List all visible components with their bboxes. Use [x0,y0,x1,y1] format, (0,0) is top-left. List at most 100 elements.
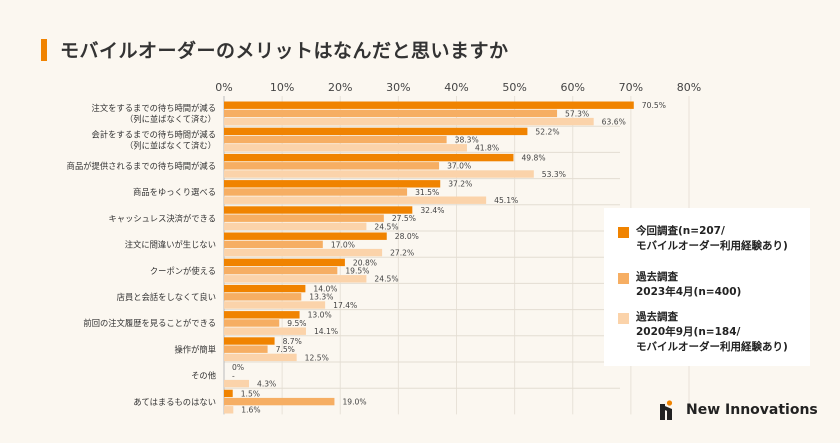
bar-value-label: 27.2% [390,249,414,258]
bar-value-label: 27.5% [392,214,416,223]
bar-value-label: 13.0% [308,311,332,320]
bar [224,311,300,319]
bar [224,222,367,231]
category-label: 商品をゆっくり選べる [133,187,216,197]
bar [224,196,487,204]
legend-item-2020: 過去調査 2020年9月(n=184/ モバイルオーダー利用経験あり) [618,310,788,355]
bar-value-label: 19.0% [342,398,366,407]
x-tick-label: 30% [386,81,410,94]
x-tick-label: 20% [328,81,352,94]
bar [224,240,323,249]
bar [224,135,447,144]
brand-logo-icon [660,400,678,420]
bar-value-label: 49.8% [521,154,545,163]
bar-value-label: 1.5% [241,389,260,398]
bar-value-label: 9.5% [287,319,306,328]
bar [224,162,440,170]
bar-value-label: 20.8% [353,258,377,267]
bar-value-label: 52.2% [535,127,559,136]
bar-value-label: 7.5% [276,345,295,354]
bar [224,214,384,222]
bar-value-label: 13.3% [309,293,333,302]
bar [224,345,268,353]
legend: 今回調査(n=207/ モバイルオーダー利用経験あり) 過去調査 2023年4月… [604,208,810,366]
bar [224,337,275,345]
legend-label-2020: 過去調査 2020年9月(n=184/ モバイルオーダー利用経験あり) [636,311,788,353]
x-tick-label: 10% [270,81,294,94]
bar [224,170,534,178]
bar [224,406,234,414]
category-label: あてはまるものはない [133,397,216,407]
x-tick-label: 80% [677,81,701,94]
bar-value-label: 17.0% [331,240,355,249]
bar [224,327,306,335]
bar [224,293,302,301]
legend-swatch-current [618,227,629,238]
bar [224,206,413,214]
category-label: 店員と会話をしなくて良い [117,292,216,302]
bar-value-label: 31.5% [415,188,439,197]
bar-value-label: 38.3% [455,136,479,145]
bar-value-label: 24.5% [374,222,398,231]
category-label: （列に並ばなくて済む） [125,114,216,124]
bar [224,117,594,126]
bar [224,266,338,275]
bar [224,101,634,109]
x-tick-label: 0% [215,81,232,94]
category-label: キャッシュレス決済ができる [108,213,216,223]
category-label: クーポンが使える [150,266,216,276]
legend-swatch-2023 [618,273,629,284]
brand-name: New Innovations [686,402,818,418]
x-tick-label: 70% [619,81,643,94]
bar-value-label: 37.0% [447,162,471,171]
bar-value-label: 19.5% [345,267,369,276]
bar [224,180,441,188]
bar-value-label: 12.5% [305,353,329,362]
bar [224,319,280,327]
bar-value-label: 14.1% [314,327,338,336]
category-label: 注文に間違いが生じない [125,240,216,250]
category-label: 操作が簡単 [175,344,217,354]
x-tick-label: 50% [502,81,526,94]
category-label: その他 [191,371,216,381]
bar-value-label: 0% [232,363,244,372]
bar [224,275,367,283]
bar-value-label: 63.6% [602,118,626,127]
category-label: 会計をするまでの待ち時間が減る [92,129,216,139]
bar [224,153,514,162]
bar-value-label: 45.1% [494,196,518,205]
bar [224,301,326,309]
x-tick-label: 60% [561,81,585,94]
chart-title: モバイルオーダーのメリットはなんだと思いますか [60,40,509,62]
bar [224,389,233,398]
x-tick-label: 40% [444,81,468,94]
bar-value-label: 32.4% [420,206,444,215]
category-label: 前回の注文履歴を見ることができる [83,318,216,328]
bar [224,127,528,136]
bar [224,353,297,362]
bar-value-label: 17.4% [333,301,357,310]
bar-value-label: 24.5% [374,275,398,284]
bar-value-label: 37.2% [448,180,472,189]
bar [224,144,467,152]
bar [224,248,383,257]
title-accent-bar [41,39,47,61]
category-label: 注文をするまでの待ち時間が減る [92,103,216,113]
bar-value-label: 57.3% [565,109,589,118]
bar-value-label: 8.7% [283,337,302,346]
bar-value-label: 41.8% [475,144,499,153]
legend-label-current: 今回調査(n=207/ モバイルオーダー利用経験あり) [636,225,788,252]
legend-item-current: 今回調査(n=207/ モバイルオーダー利用経験あり) [618,224,788,254]
legend-swatch-2020 [618,313,629,324]
legend-item-2023: 過去調査 2023年4月(n=400) [618,270,741,300]
legend-label-2023: 過去調査 2023年4月(n=400) [636,271,742,298]
brand-logo: New Innovations [660,400,818,420]
bar [224,284,306,293]
bar-value-label: 1.6% [241,406,260,415]
bar-value-label: 28.0% [395,232,419,241]
category-label: 商品が提供されるまでの待ち時間が減る [67,161,216,171]
bar-value-label: 53.3% [542,170,566,179]
bar [224,232,387,240]
category-label: （列に並ばなくて済む） [125,140,216,150]
